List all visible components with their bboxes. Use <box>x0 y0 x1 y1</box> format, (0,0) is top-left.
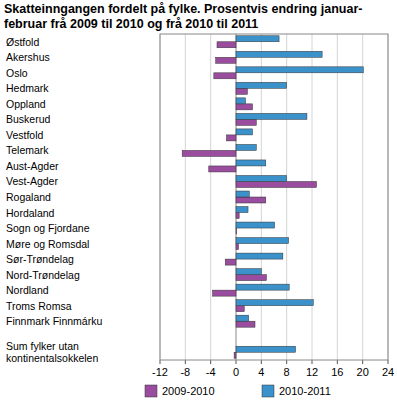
bar <box>225 259 236 265</box>
tick-label: -8 <box>180 366 190 378</box>
tick-mark <box>388 360 389 364</box>
tick-label: 4 <box>258 366 264 378</box>
tick-mark <box>362 360 363 364</box>
bar <box>236 315 249 321</box>
grid-line <box>312 34 313 360</box>
grid-line <box>185 34 186 360</box>
legend-swatch <box>262 385 274 397</box>
tick-label: 16 <box>331 366 343 378</box>
bar <box>236 67 363 73</box>
bar <box>236 213 239 219</box>
bar <box>236 284 289 290</box>
tick-label: 0 <box>233 366 239 378</box>
bar <box>217 42 236 48</box>
bar <box>236 98 246 104</box>
bar <box>236 129 252 135</box>
bar <box>213 290 236 296</box>
bar <box>236 191 249 197</box>
bar <box>236 160 266 166</box>
bar <box>236 238 289 244</box>
grid-line <box>210 34 211 360</box>
bar <box>236 51 322 57</box>
bar <box>182 150 236 156</box>
bar <box>214 73 236 79</box>
tick-mark <box>312 360 313 364</box>
bar <box>236 175 287 181</box>
bar <box>236 275 266 281</box>
tick-mark <box>236 360 237 364</box>
tick-label: -4 <box>206 366 216 378</box>
tick-label: -12 <box>152 366 168 378</box>
grid-line <box>337 34 338 360</box>
bar <box>236 253 283 259</box>
bar <box>236 321 255 327</box>
tick-mark <box>210 360 211 364</box>
bar <box>236 36 279 42</box>
category-label: Finnmark Finnmárku <box>6 305 156 337</box>
bar <box>236 222 275 228</box>
bar <box>236 113 307 119</box>
bar <box>236 228 238 234</box>
bar <box>227 135 237 141</box>
category-label: Sum fylker utan kontinentalsokkelen <box>6 336 156 368</box>
tick-mark <box>337 360 338 364</box>
legend-swatch <box>145 385 157 397</box>
bar <box>209 166 236 172</box>
tick-mark <box>286 360 287 364</box>
bar <box>236 197 266 203</box>
bar <box>236 244 239 250</box>
bar <box>236 104 252 110</box>
bar <box>236 119 256 125</box>
chart-root: Skatteinngangen fordelt på fylke. Prosen… <box>0 0 397 401</box>
tick-label: 12 <box>306 366 318 378</box>
grid-line <box>362 34 363 360</box>
plot-frame <box>160 34 388 360</box>
tick-label: 20 <box>357 366 369 378</box>
bar <box>236 346 296 352</box>
bar <box>236 88 247 94</box>
bar <box>236 144 256 150</box>
bar <box>236 300 313 306</box>
bar <box>236 181 316 187</box>
tick-mark <box>261 360 262 364</box>
tick-mark <box>160 360 161 364</box>
legend-label: 2009-2010 <box>162 385 215 397</box>
bar <box>234 352 236 358</box>
bar <box>236 306 244 312</box>
category-label: Akershus <box>6 42 156 74</box>
tick-label: 8 <box>284 366 290 378</box>
title: Skatteinngangen fordelt på fylke. Prosen… <box>4 2 392 32</box>
legend-label: 2010-2011 <box>279 385 331 397</box>
bar <box>236 269 261 275</box>
bar <box>236 82 287 88</box>
bar <box>216 57 236 63</box>
bars <box>182 36 363 358</box>
bar <box>236 207 248 213</box>
tick-mark <box>185 360 186 364</box>
tick-label: 24 <box>382 366 394 378</box>
